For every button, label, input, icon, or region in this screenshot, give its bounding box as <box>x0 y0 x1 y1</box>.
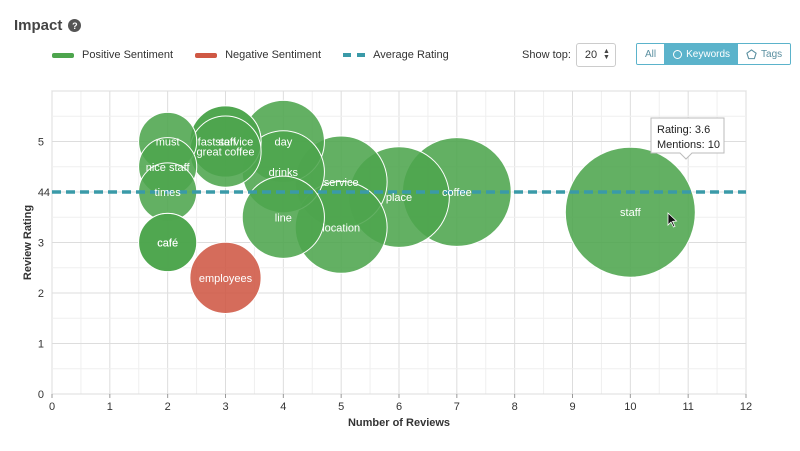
tooltip-box <box>650 117 725 160</box>
bubble-label: location <box>322 222 360 234</box>
legend-negative-label: Negative Sentiment <box>225 49 322 61</box>
x-tick-label: 2 <box>165 401 171 413</box>
y-tick-label: 1 <box>38 339 44 351</box>
y-tick-label: 5 <box>38 137 44 149</box>
bubble-label: staff <box>215 137 237 149</box>
y-tick-label: 3 <box>38 238 44 250</box>
x-axis-title: Number of Reviews <box>348 417 450 429</box>
title-text: Impact <box>14 17 63 34</box>
bubble-label: nice staff <box>146 162 191 174</box>
x-tick-label: 7 <box>454 401 460 413</box>
bubble-label: line <box>275 212 292 224</box>
filter-toggle: All Keywords Tags <box>636 43 792 65</box>
x-tick-label: 1 <box>107 401 113 413</box>
x-tick-label: 11 <box>682 401 693 413</box>
filter-tags-button[interactable]: Tags <box>738 44 791 64</box>
filter-all-button[interactable]: All <box>637 44 666 64</box>
tooltip-rating: Rating: 3.6 <box>657 124 710 136</box>
average-value-label: 4 <box>44 187 50 199</box>
y-tick-label: 0 <box>38 389 44 401</box>
filter-keywords-label: Keywords <box>686 48 731 60</box>
y-axis-title: Review Rating <box>22 205 34 280</box>
y-tick-label: 4 <box>38 187 44 199</box>
legend-positive-label: Positive Sentiment <box>82 49 174 61</box>
x-tick-label: 6 <box>396 401 402 413</box>
show-top-control: Show top: 20 ▲ ▼ <box>522 43 616 67</box>
bubble-label: great coffee <box>197 147 255 159</box>
x-tick-label: 12 <box>740 401 752 413</box>
chart-legend: Positive Sentiment Negative Sentiment Av… <box>52 49 471 61</box>
bubble-label: place <box>386 192 412 204</box>
cursor-icon <box>667 212 678 228</box>
show-top-label: Show top: <box>522 49 571 61</box>
show-top-select[interactable]: 20 ▲ ▼ <box>575 43 616 67</box>
bubble-label: cafe <box>157 238 178 250</box>
negative-swatch <box>195 52 218 58</box>
circle-icon <box>673 49 683 59</box>
x-tick-label: 5 <box>338 401 344 413</box>
bubble-label: must <box>156 137 180 149</box>
bubble-employees[interactable] <box>189 241 262 314</box>
bubble-label: drinks <box>269 167 299 179</box>
bubble-cafe[interactable] <box>138 212 198 273</box>
x-tick-label: 10 <box>624 401 636 413</box>
chart-title: Impact ? <box>14 17 82 34</box>
bubbles-layer <box>138 99 696 314</box>
tooltip-mentions: Mentions: 10 <box>657 139 720 151</box>
bubble-label: coffee <box>442 187 472 199</box>
bubble-label: service <box>324 177 359 189</box>
bubble-line[interactable] <box>241 175 325 259</box>
bubble-label: café <box>157 238 178 250</box>
stepper-arrows-icon: ▲ ▼ <box>602 48 610 61</box>
tooltip: Rating: 3.6 Mentions: 10 <box>650 117 725 160</box>
x-tick-label: 0 <box>49 401 55 413</box>
x-tick-label: 3 <box>222 401 228 413</box>
show-top-value: 20 <box>584 49 598 61</box>
filter-all-label: All <box>645 48 657 60</box>
legend-average[interactable]: Average Rating <box>343 49 449 61</box>
help-icon[interactable]: ? <box>68 19 82 32</box>
bubble-label: staff <box>620 207 642 219</box>
legend-positive[interactable]: Positive Sentiment <box>52 49 173 61</box>
bubble-staff[interactable] <box>564 146 696 278</box>
bubble-label: day <box>274 137 292 149</box>
average-swatch <box>343 53 366 57</box>
legend-negative[interactable]: Negative Sentiment <box>195 49 321 61</box>
bubble-label: times <box>155 187 182 199</box>
x-tick-label: 4 <box>280 401 286 413</box>
y-tick-label: 2 <box>38 288 44 300</box>
bubble-label: employees <box>199 273 253 285</box>
positive-swatch <box>52 52 74 58</box>
filter-tags-label: Tags <box>761 48 783 60</box>
legend-average-label: Average Rating <box>373 49 449 61</box>
pentagon-icon <box>746 48 757 59</box>
bubble-label: fast service <box>198 137 254 149</box>
x-tick-label: 9 <box>569 401 575 413</box>
filter-keywords-button[interactable]: Keywords <box>665 44 739 64</box>
x-tick-label: 8 <box>512 401 518 413</box>
